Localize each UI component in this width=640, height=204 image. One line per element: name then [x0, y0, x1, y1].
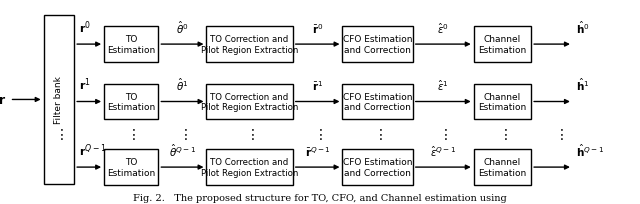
FancyBboxPatch shape: [342, 149, 413, 185]
Text: $\mathbf{r}^{Q-1}$: $\mathbf{r}^{Q-1}$: [79, 142, 107, 158]
Text: $\vdots$: $\vdots$: [438, 126, 448, 141]
FancyBboxPatch shape: [342, 84, 413, 120]
Text: $\vdots$: $\vdots$: [54, 126, 64, 141]
Text: TO
Estimation: TO Estimation: [107, 35, 156, 54]
Text: $\vdots$: $\vdots$: [313, 126, 323, 141]
FancyBboxPatch shape: [44, 16, 74, 184]
Text: CFO Estimation
and Correction: CFO Estimation and Correction: [343, 92, 412, 112]
Text: Filter bank: Filter bank: [54, 76, 63, 124]
Text: $\bar{\mathbf{r}}^1$: $\bar{\mathbf{r}}^1$: [312, 79, 323, 93]
Text: $\hat{\theta}^{Q-1}$: $\hat{\theta}^{Q-1}$: [169, 142, 196, 158]
FancyBboxPatch shape: [474, 149, 531, 185]
Text: Channel
Estimation: Channel Estimation: [478, 35, 527, 54]
FancyBboxPatch shape: [342, 27, 413, 63]
FancyBboxPatch shape: [206, 149, 293, 185]
Text: CFO Estimation
and Correction: CFO Estimation and Correction: [343, 158, 412, 177]
Text: $\vdots$: $\vdots$: [177, 126, 188, 141]
Text: $\hat{\mathbf{h}}^1$: $\hat{\mathbf{h}}^1$: [576, 76, 589, 93]
Text: TO Correction and
Pilot Region Extraction: TO Correction and Pilot Region Extractio…: [201, 158, 298, 177]
Text: $\hat{\theta}^1$: $\hat{\theta}^1$: [176, 76, 189, 93]
Text: TO Correction and
Pilot Region Extraction: TO Correction and Pilot Region Extractio…: [201, 35, 298, 54]
Text: TO
Estimation: TO Estimation: [107, 158, 156, 177]
Text: $\vdots$: $\vdots$: [372, 126, 383, 141]
Text: $\hat{\varepsilon}^0$: $\hat{\varepsilon}^0$: [437, 21, 449, 36]
Text: $\hat{\theta}^0$: $\hat{\theta}^0$: [176, 19, 189, 36]
Text: CFO Estimation
and Correction: CFO Estimation and Correction: [343, 35, 412, 54]
Text: $\hat{\mathbf{h}}^0$: $\hat{\mathbf{h}}^0$: [576, 19, 589, 36]
Text: $\hat{\varepsilon}^1$: $\hat{\varepsilon}^1$: [437, 79, 449, 93]
Text: Channel
Estimation: Channel Estimation: [478, 92, 527, 112]
Text: $\vdots$: $\vdots$: [497, 126, 508, 141]
Text: $\bar{\mathbf{r}}^0$: $\bar{\mathbf{r}}^0$: [312, 22, 323, 36]
Text: Channel
Estimation: Channel Estimation: [478, 158, 527, 177]
Text: $\mathbf{r}$: $\mathbf{r}$: [0, 93, 6, 106]
FancyBboxPatch shape: [104, 27, 159, 63]
Text: $\vdots$: $\vdots$: [126, 126, 136, 141]
Text: Fig. 2.   The proposed structure for TO, CFO, and Channel estimation using: Fig. 2. The proposed structure for TO, C…: [133, 193, 507, 202]
Text: $\vdots$: $\vdots$: [244, 126, 255, 141]
FancyBboxPatch shape: [474, 27, 531, 63]
FancyBboxPatch shape: [474, 84, 531, 120]
Text: $\mathbf{r}^1$: $\mathbf{r}^1$: [79, 76, 91, 93]
Text: $\bar{\mathbf{r}}^{Q-1}$: $\bar{\mathbf{r}}^{Q-1}$: [305, 144, 330, 158]
Text: $\hat{\varepsilon}^{Q-1}$: $\hat{\varepsilon}^{Q-1}$: [430, 144, 456, 158]
FancyBboxPatch shape: [206, 84, 293, 120]
Text: $\mathbf{r}^0$: $\mathbf{r}^0$: [79, 19, 92, 36]
FancyBboxPatch shape: [206, 27, 293, 63]
Text: $\vdots$: $\vdots$: [554, 126, 563, 141]
Text: TO Correction and
Pilot Region Extraction: TO Correction and Pilot Region Extractio…: [201, 92, 298, 112]
Text: $\hat{\mathbf{h}}^{Q-1}$: $\hat{\mathbf{h}}^{Q-1}$: [576, 142, 604, 158]
Text: TO
Estimation: TO Estimation: [107, 92, 156, 112]
FancyBboxPatch shape: [104, 149, 159, 185]
FancyBboxPatch shape: [104, 84, 159, 120]
